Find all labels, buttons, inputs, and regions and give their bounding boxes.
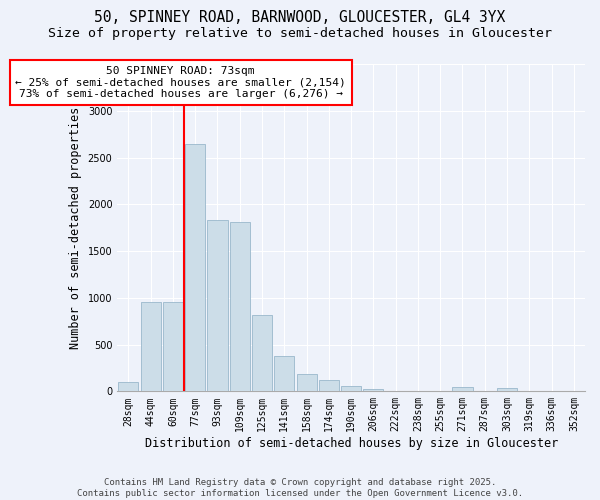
Bar <box>208 220 227 392</box>
Bar <box>274 356 295 392</box>
Text: 50 SPINNEY ROAD: 73sqm
← 25% of semi-detached houses are smaller (2,154)
73% of : 50 SPINNEY ROAD: 73sqm ← 25% of semi-det… <box>16 66 346 99</box>
Bar <box>319 380 339 392</box>
Bar <box>497 388 517 392</box>
Bar <box>296 374 317 392</box>
Bar <box>163 302 183 392</box>
Bar <box>252 314 272 392</box>
Bar <box>140 302 161 392</box>
Bar <box>386 390 406 392</box>
Bar <box>230 222 250 392</box>
Bar <box>341 386 361 392</box>
Text: Contains HM Land Registry data © Crown copyright and database right 2025.
Contai: Contains HM Land Registry data © Crown c… <box>77 478 523 498</box>
Text: Size of property relative to semi-detached houses in Gloucester: Size of property relative to semi-detach… <box>48 28 552 40</box>
Bar <box>185 144 205 392</box>
Bar <box>118 382 139 392</box>
Text: 50, SPINNEY ROAD, BARNWOOD, GLOUCESTER, GL4 3YX: 50, SPINNEY ROAD, BARNWOOD, GLOUCESTER, … <box>94 10 506 25</box>
Y-axis label: Number of semi-detached properties: Number of semi-detached properties <box>69 106 82 349</box>
Bar <box>364 389 383 392</box>
Bar <box>452 386 473 392</box>
X-axis label: Distribution of semi-detached houses by size in Gloucester: Distribution of semi-detached houses by … <box>145 437 558 450</box>
